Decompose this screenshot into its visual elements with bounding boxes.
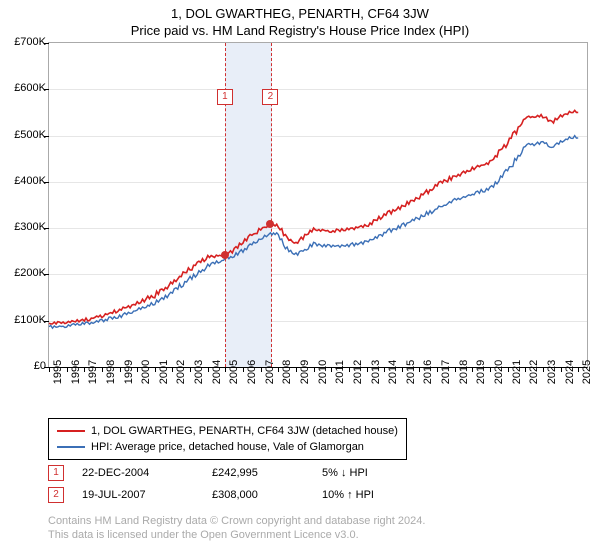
- x-tick-label: 2001: [158, 360, 170, 384]
- x-tick-label: 2020: [493, 360, 505, 384]
- transaction-price: £242,995: [212, 467, 322, 479]
- x-tick-label: 2019: [475, 360, 487, 384]
- y-tick-label: £400K: [14, 175, 46, 187]
- x-tick-label: 2025: [581, 360, 593, 384]
- transaction-hpi-delta: 5% ↓ HPI: [322, 467, 442, 479]
- chart-area: 12 £0£100K£200K£300K£400K£500K£600K£700K…: [0, 42, 600, 412]
- x-tick-label: 2013: [370, 360, 382, 384]
- x-tick-label: 2003: [193, 360, 205, 384]
- y-tick-label: £200K: [14, 267, 46, 279]
- footer-line-1: Contains HM Land Registry data © Crown c…: [48, 514, 425, 528]
- transaction-row: 2 19-JUL-2007£308,00010% ↑ HPI: [48, 484, 442, 506]
- transaction-marker-icon: 2: [48, 487, 64, 503]
- chart-container: 1, DOL GWARTHEG, PENARTH, CF64 3JW Price…: [0, 0, 600, 560]
- x-tick-label: 1999: [123, 360, 135, 384]
- y-tick-label: £700K: [14, 36, 46, 48]
- x-tick-label: 2011: [334, 360, 346, 384]
- legend-label-hpi: HPI: Average price, detached house, Vale…: [91, 441, 364, 453]
- x-tick-label: 2004: [211, 360, 223, 384]
- x-tick-label: 1996: [70, 360, 82, 384]
- transaction-marker-icon: 1: [48, 465, 64, 481]
- x-tick-label: 2002: [175, 360, 187, 384]
- x-tick-label: 2017: [440, 360, 452, 384]
- event-dot-1: [221, 251, 229, 259]
- footer-line-2: This data is licensed under the Open Gov…: [48, 528, 425, 542]
- plot-region: 12: [48, 42, 588, 368]
- transaction-hpi-delta: 10% ↑ HPI: [322, 489, 442, 501]
- transaction-row: 1 22-DEC-2004£242,9955% ↓ HPI: [48, 462, 442, 484]
- series-line-property: [49, 110, 578, 324]
- transaction-date: 22-DEC-2004: [82, 467, 212, 479]
- legend-swatch-property: [57, 430, 85, 432]
- event-marker-label-2: 2: [262, 89, 278, 105]
- legend-swatch-hpi: [57, 446, 85, 448]
- transaction-price: £308,000: [212, 489, 322, 501]
- x-tick-label: 2008: [281, 360, 293, 384]
- x-tick-label: 2006: [246, 360, 258, 384]
- footer-attribution: Contains HM Land Registry data © Crown c…: [48, 514, 425, 543]
- x-tick-label: 2009: [299, 360, 311, 384]
- y-tick-label: £300K: [14, 221, 46, 233]
- transaction-list: 1 22-DEC-2004£242,9955% ↓ HPI 2 19-JUL-2007…: [48, 462, 442, 506]
- x-tick-label: 1997: [87, 360, 99, 384]
- y-tick-label: £500K: [14, 129, 46, 141]
- x-tick-label: 2005: [228, 360, 240, 384]
- x-tick-label: 2024: [564, 360, 576, 384]
- transaction-date: 19-JUL-2007: [82, 489, 212, 501]
- x-tick-label: 2012: [352, 360, 364, 384]
- chart-subtitle: Price paid vs. HM Land Registry's House …: [0, 21, 600, 42]
- series-line-hpi: [49, 136, 578, 329]
- x-tick-label: 2007: [264, 360, 276, 384]
- x-tick-label: 1995: [52, 360, 64, 384]
- x-tick-label: 2000: [140, 360, 152, 384]
- legend: 1, DOL GWARTHEG, PENARTH, CF64 3JW (deta…: [48, 418, 407, 460]
- x-tick-label: 2023: [546, 360, 558, 384]
- x-tick-label: 2014: [387, 360, 399, 384]
- event-marker-label-1: 1: [217, 89, 233, 105]
- legend-label-property: 1, DOL GWARTHEG, PENARTH, CF64 3JW (deta…: [91, 425, 398, 437]
- legend-item-property: 1, DOL GWARTHEG, PENARTH, CF64 3JW (deta…: [57, 423, 398, 439]
- x-tick-label: 2018: [458, 360, 470, 384]
- x-tick-label: 2015: [405, 360, 417, 384]
- x-tick-label: 2021: [511, 360, 523, 384]
- y-tick-label: £600K: [14, 82, 46, 94]
- legend-item-hpi: HPI: Average price, detached house, Vale…: [57, 439, 398, 455]
- x-tick-label: 2016: [422, 360, 434, 384]
- x-tick-label: 1998: [105, 360, 117, 384]
- x-tick-label: 2022: [528, 360, 540, 384]
- y-tick-label: £100K: [14, 314, 46, 326]
- y-tick-label: £0: [34, 360, 46, 372]
- event-dot-2: [266, 220, 274, 228]
- chart-title: 1, DOL GWARTHEG, PENARTH, CF64 3JW: [0, 0, 600, 21]
- x-tick-label: 2010: [317, 360, 329, 384]
